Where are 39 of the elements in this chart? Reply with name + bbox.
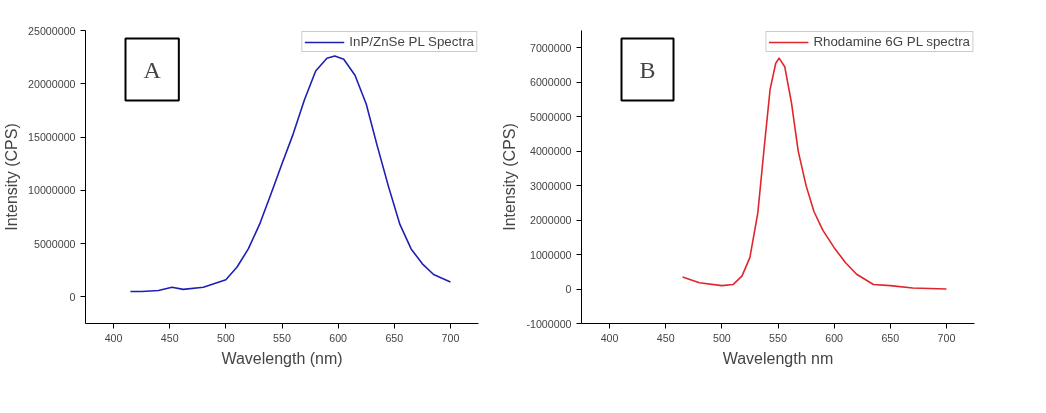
annotation: B (639, 56, 656, 83)
y-axis-title: Intensity (CPS) (501, 123, 519, 231)
y-tick-label: 7000000 (530, 41, 572, 54)
x-tick-label: 450 (656, 331, 675, 344)
y-tick-label: 5000000 (34, 237, 76, 250)
y-tick-label: 6000000 (530, 76, 572, 89)
y-tick-label: 10000000 (28, 184, 76, 197)
legend-label: InP/ZnSe PL Spectra (349, 34, 474, 49)
y-tick-label: 15000000 (28, 131, 76, 144)
x-tick-label: 500 (216, 331, 235, 344)
y-tick-label: 4000000 (530, 145, 572, 158)
y-tick-label: 3000000 (530, 179, 572, 192)
x-tick-label: 550 (273, 331, 291, 344)
x-tick-label: 500 (712, 331, 731, 344)
y-tick-label: -1000000 (526, 317, 572, 330)
y-axis-title: Intensity (CPS) (3, 123, 21, 231)
y-tick-label: 0 (565, 283, 572, 296)
y-tick-label: 2000000 (530, 214, 572, 227)
y-tick-label: 0 (69, 290, 76, 303)
x-tick-label: 550 (769, 331, 787, 344)
x-tick-label: 600 (825, 331, 844, 344)
y-tick-label: 25000000 (28, 24, 76, 37)
x-tick-label: 600 (329, 331, 348, 344)
x-tick-label: 700 (937, 331, 956, 344)
legend-label: Rhodamine 6G PL spectra (813, 34, 970, 49)
x-tick-label: 650 (881, 331, 900, 344)
x-axis-title: Wavelength nm (722, 349, 834, 367)
x-tick-label: 450 (160, 331, 179, 344)
x-axis-title: Wavelength (nm) (221, 349, 343, 367)
y-tick-label: 20000000 (28, 77, 76, 90)
line-series (681, 57, 948, 290)
line-series (129, 55, 452, 293)
y-tick-label: 5000000 (530, 110, 572, 123)
y-tick-label: 1000000 (530, 248, 572, 261)
annotation: A (143, 56, 162, 83)
x-tick-label: 650 (385, 331, 404, 344)
x-tick-label: 400 (600, 331, 619, 344)
x-tick-label: 700 (441, 331, 460, 344)
x-tick-label: 400 (104, 331, 123, 344)
